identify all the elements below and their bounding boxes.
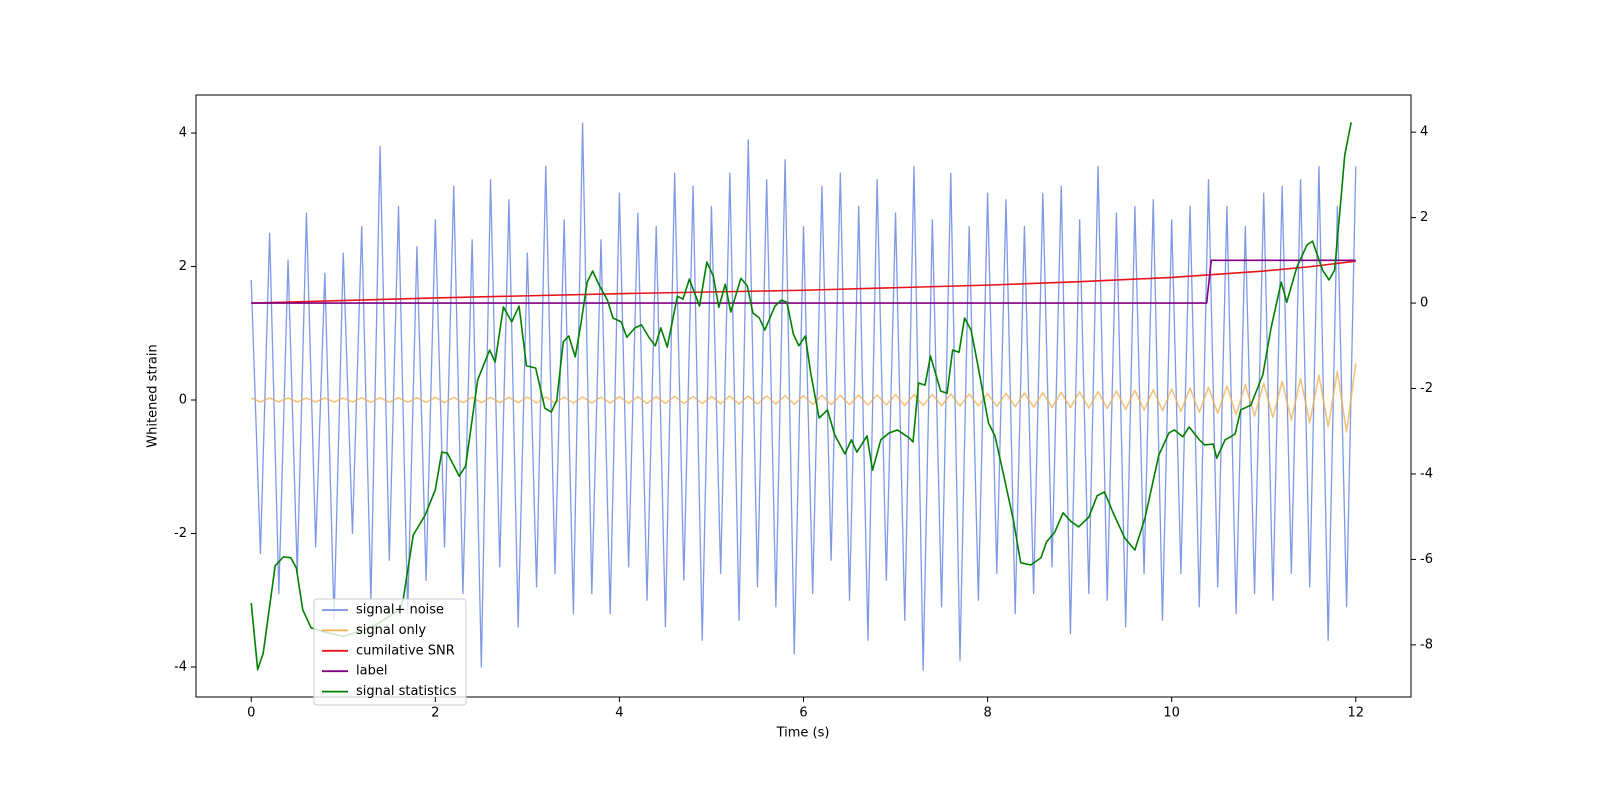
series-line [250,122,1357,671]
y2-tick-label: 4 [1420,125,1428,140]
series-line [250,122,1352,671]
legend-label: signal statistics [356,684,457,699]
x-tick-label: 12 [1347,706,1364,721]
y-tick-label: -2 [174,526,187,541]
x-tick-label: 6 [799,706,807,721]
legend-label: cumilative SNR [356,643,455,658]
legend: signal+ noise signal only cumilative SNR la… [313,598,467,706]
y2-tick-label: -6 [1420,552,1433,567]
y-tick-label: 0 [179,393,187,408]
x-tick-label: 4 [615,706,623,721]
y2-tick-label: -4 [1420,466,1433,481]
x-tick-label: 10 [1163,706,1180,721]
x-tick-label: 8 [983,706,991,721]
y-tick-label: 2 [179,259,187,274]
y-axis-label: Whitened strain [146,344,161,447]
x-tick-label: 0 [247,706,255,721]
legend-box [313,598,467,706]
series-line [251,260,1356,304]
legend-label: label [356,664,387,679]
y2-tick-label: -8 [1420,637,1433,652]
plot-area [250,122,1357,671]
x-tick-label: 2 [431,706,439,721]
y2-tick-label: 2 [1420,210,1428,225]
y-tick-label: 4 [179,126,187,141]
series-line [250,363,1357,433]
y-tick-label: -4 [174,659,187,674]
legend-label: signal only [356,623,426,638]
y2-tick-label: 0 [1420,296,1428,311]
y2-tick-label: -2 [1420,381,1433,396]
legend-label: signal+ noise [356,603,444,618]
x-axis-label: Time (s) [776,726,830,741]
